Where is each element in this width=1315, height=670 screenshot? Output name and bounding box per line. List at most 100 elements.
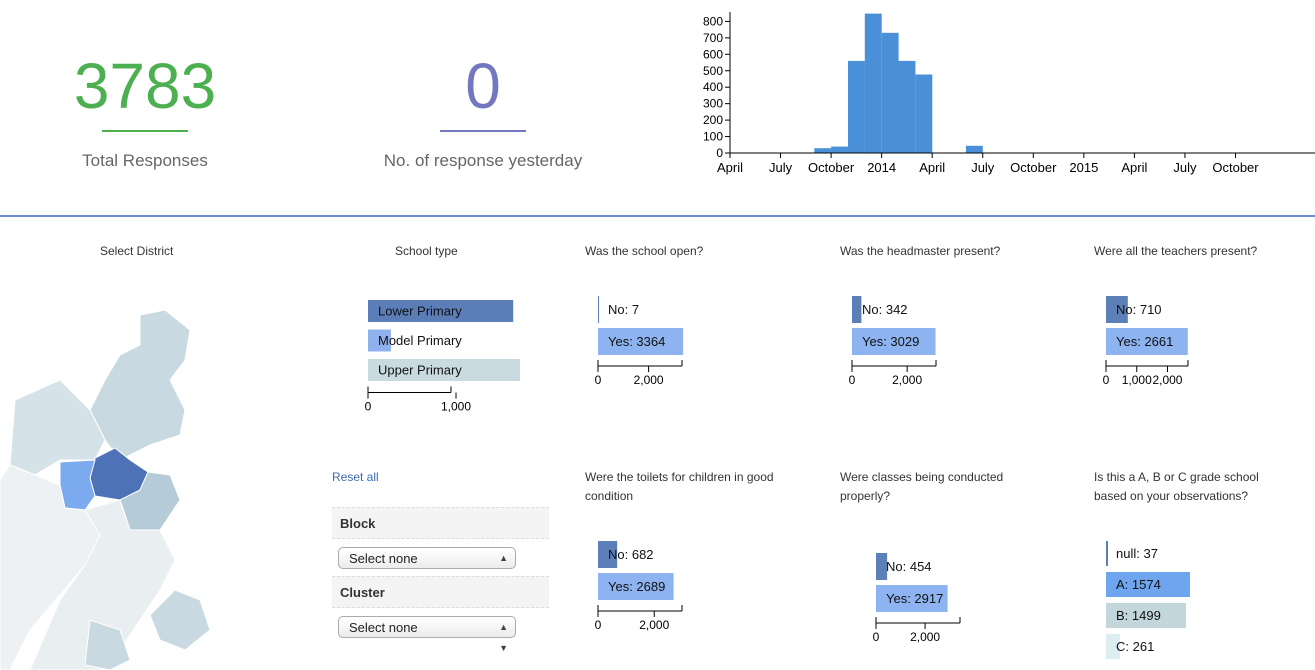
row-label: Yes: 3029 bbox=[862, 334, 919, 349]
row-bar[interactable] bbox=[598, 296, 599, 323]
map-southwest-region[interactable] bbox=[84, 619, 131, 670]
row-bar[interactable] bbox=[1106, 634, 1120, 659]
row-bar[interactable] bbox=[368, 329, 391, 352]
row-bar[interactable] bbox=[598, 573, 674, 600]
timeline-y-tick-label: 300 bbox=[703, 97, 723, 111]
school-type-chart[interactable]: Lower Primary Model Primary Upper Primary 0… bbox=[360, 300, 520, 430]
row-label: Yes: 2689 bbox=[608, 579, 665, 594]
timeline-x-tick-label: July bbox=[971, 160, 995, 175]
row-label: Yes: 3364 bbox=[608, 334, 665, 349]
timeline-y-tick-label: 500 bbox=[703, 64, 723, 78]
cluster-select-value: Select none bbox=[349, 620, 418, 635]
classes-conducted-chart[interactable]: No: 454 Yes: 2917 0 2,000 bbox=[870, 553, 1050, 663]
row-bar[interactable] bbox=[1106, 603, 1186, 628]
map-title: Select District bbox=[100, 244, 174, 258]
timeline-bar[interactable] bbox=[848, 60, 865, 153]
timeline-x-tick-label: 2015 bbox=[1069, 160, 1098, 175]
timeline-x-tick-label: October bbox=[1212, 160, 1259, 175]
row-axis-tick-label: 0 bbox=[595, 618, 602, 632]
row-bar[interactable] bbox=[852, 296, 862, 323]
map-southeast-region[interactable] bbox=[149, 589, 211, 651]
timeline-bar[interactable] bbox=[965, 145, 983, 153]
row-label: C: 261 bbox=[1116, 639, 1154, 654]
block-select-value: Select none bbox=[349, 551, 418, 566]
row-bar[interactable] bbox=[368, 300, 514, 322]
row-bar[interactable] bbox=[1106, 541, 1108, 566]
kpi-total-responses: 3783 Total Responses bbox=[55, 54, 235, 171]
school-open-title: Was the school open? bbox=[585, 244, 704, 258]
timeline-bar[interactable] bbox=[864, 13, 882, 153]
map-south-region[interactable] bbox=[29, 499, 176, 670]
row-label: B: 1499 bbox=[1116, 608, 1161, 623]
school-type-title: School type bbox=[395, 244, 458, 258]
total-responses-label: Total Responses bbox=[82, 151, 208, 170]
row-axis-tick-label: 0 bbox=[1103, 373, 1110, 387]
row-bar[interactable] bbox=[876, 585, 948, 612]
timeline-bar[interactable] bbox=[881, 32, 899, 153]
row-bar[interactable] bbox=[598, 541, 618, 568]
timeline-x-tick-label: July bbox=[769, 160, 793, 175]
timeline-y-tick-label: 700 bbox=[703, 31, 723, 45]
row-bar[interactable] bbox=[1106, 572, 1190, 597]
row-axis-tick-label: 1,000 bbox=[1122, 373, 1152, 387]
timeline-bar[interactable] bbox=[831, 146, 848, 153]
row-bar[interactable] bbox=[598, 328, 684, 355]
school-open-chart[interactable]: No: 7 Yes: 3364 0 2,000 bbox=[592, 296, 772, 406]
toilets-condition-title: Were the toilets for children in good co… bbox=[585, 470, 774, 503]
row-label: Yes: 2661 bbox=[1116, 334, 1173, 349]
map-north-region[interactable] bbox=[89, 309, 191, 461]
teachers-present-chart[interactable]: No: 710 Yes: 2661 0 1,000 2,000 bbox=[1100, 296, 1280, 406]
school-grade-chart[interactable]: null: 37 A: 1574 B: 1499 C: 261 bbox=[1100, 541, 1280, 670]
timeline-y-tick-label: 0 bbox=[716, 146, 723, 160]
row-label: null: 37 bbox=[1116, 546, 1158, 561]
timeline-x-tick-label: 2014 bbox=[867, 160, 896, 175]
teachers-present-title: Were all the teachers present? bbox=[1094, 244, 1258, 258]
timeline-y-tick-label: 800 bbox=[703, 14, 723, 28]
row-bar[interactable] bbox=[368, 359, 520, 381]
timeline-y-tick-label: 600 bbox=[703, 47, 723, 61]
school-grade-title: Is this a A, B or C grade school based o… bbox=[1094, 470, 1259, 503]
row-label: No: 342 bbox=[862, 302, 908, 317]
row-axis-tick-label: 2,000 bbox=[910, 630, 940, 644]
row-axis-tick-label: 2,000 bbox=[892, 373, 922, 387]
row-label: Model Primary bbox=[378, 333, 462, 348]
header-divider bbox=[0, 215, 1315, 217]
cluster-filter-header: Cluster bbox=[332, 576, 549, 608]
total-responses-underline bbox=[102, 130, 188, 132]
timeline-x-tick-label: October bbox=[808, 160, 855, 175]
reset-all-link[interactable]: Reset all bbox=[332, 470, 379, 484]
headmaster-present-chart[interactable]: No: 342 Yes: 3029 0 2,000 bbox=[847, 296, 1027, 406]
kpi-responses-yesterday: 0 No. of response yesterday bbox=[353, 54, 613, 171]
row-bar[interactable] bbox=[1106, 296, 1128, 323]
timeline-y-tick-label: 200 bbox=[703, 113, 723, 127]
row-label: A: 1574 bbox=[1116, 577, 1161, 592]
toilets-condition-chart[interactable]: No: 682 Yes: 2689 0 2,000 bbox=[592, 541, 772, 651]
row-label: Lower Primary bbox=[378, 304, 462, 319]
responses-timeline-chart[interactable]: 0 100 200 300 400 500 600 700 800 April July Octob… bbox=[690, 0, 1315, 185]
select-arrows-icon: ▲▼ bbox=[499, 622, 508, 653]
timeline-bar[interactable] bbox=[898, 60, 916, 153]
row-axis-tick-label: 2,000 bbox=[639, 618, 669, 632]
timeline-bar[interactable] bbox=[814, 148, 832, 153]
row-axis-tick-label: 2,000 bbox=[634, 373, 664, 387]
cluster-select[interactable]: Select none ▲ ▼ bbox=[338, 616, 516, 653]
row-bar[interactable] bbox=[1106, 328, 1188, 355]
row-label: Upper Primary bbox=[378, 363, 462, 378]
row-label: No: 7 bbox=[608, 302, 639, 317]
map-selected-district-b[interactable] bbox=[59, 459, 96, 511]
row-label: Yes: 2917 bbox=[886, 591, 943, 606]
row-label: No: 454 bbox=[886, 559, 932, 574]
timeline-x-tick-label: April bbox=[717, 160, 743, 175]
headmaster-present-title: Was the headmaster present? bbox=[840, 244, 1001, 258]
block-select[interactable]: Select none ▲▼ bbox=[338, 547, 516, 584]
row-axis-tick-label: 0 bbox=[873, 630, 880, 644]
timeline-y-tick-label: 100 bbox=[703, 130, 723, 144]
row-axis-tick-label: 1,000 bbox=[441, 400, 471, 414]
timeline-bar[interactable] bbox=[915, 74, 933, 154]
row-bar[interactable] bbox=[876, 553, 888, 580]
district-map[interactable] bbox=[0, 300, 250, 670]
responses-yesterday-value: 0 bbox=[465, 50, 501, 122]
row-bar[interactable] bbox=[852, 328, 936, 355]
timeline-x-tick-label: July bbox=[1173, 160, 1197, 175]
total-responses-value: 3783 bbox=[73, 50, 217, 122]
